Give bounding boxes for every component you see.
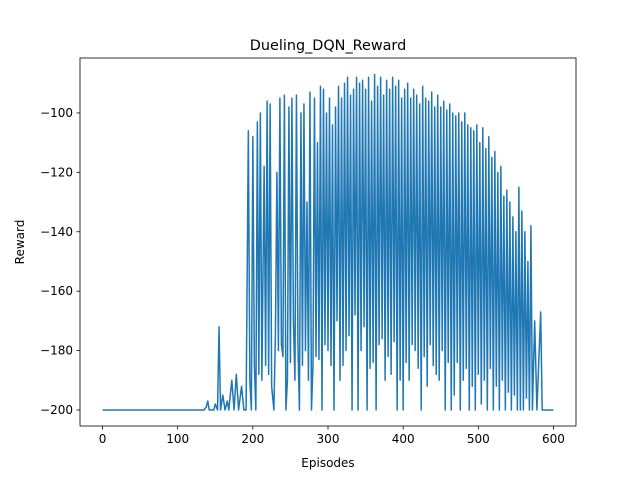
x-tick-label: 100 (166, 432, 189, 446)
y-tick-label: −100 (40, 106, 73, 120)
x-tick-label: 0 (99, 432, 107, 446)
y-tick-label: −200 (40, 403, 73, 417)
y-tick-label: −120 (40, 165, 73, 179)
y-tick-label: −180 (40, 344, 73, 358)
x-axis-label: Episodes (301, 456, 354, 470)
x-tick-label: 600 (542, 432, 565, 446)
x-tick-label: 200 (241, 432, 264, 446)
line-series (102, 73, 554, 411)
chart-title: Dueling_DQN_Reward (250, 38, 406, 54)
x-tick-label: 500 (467, 432, 490, 446)
plot-frame (79, 57, 577, 427)
x-tick-label: 400 (392, 432, 415, 446)
y-tick-label: −160 (40, 284, 73, 298)
y-tick-label: −140 (40, 225, 73, 239)
y-axis-label: Reward (13, 220, 27, 265)
x-tick-label: 300 (317, 432, 340, 446)
